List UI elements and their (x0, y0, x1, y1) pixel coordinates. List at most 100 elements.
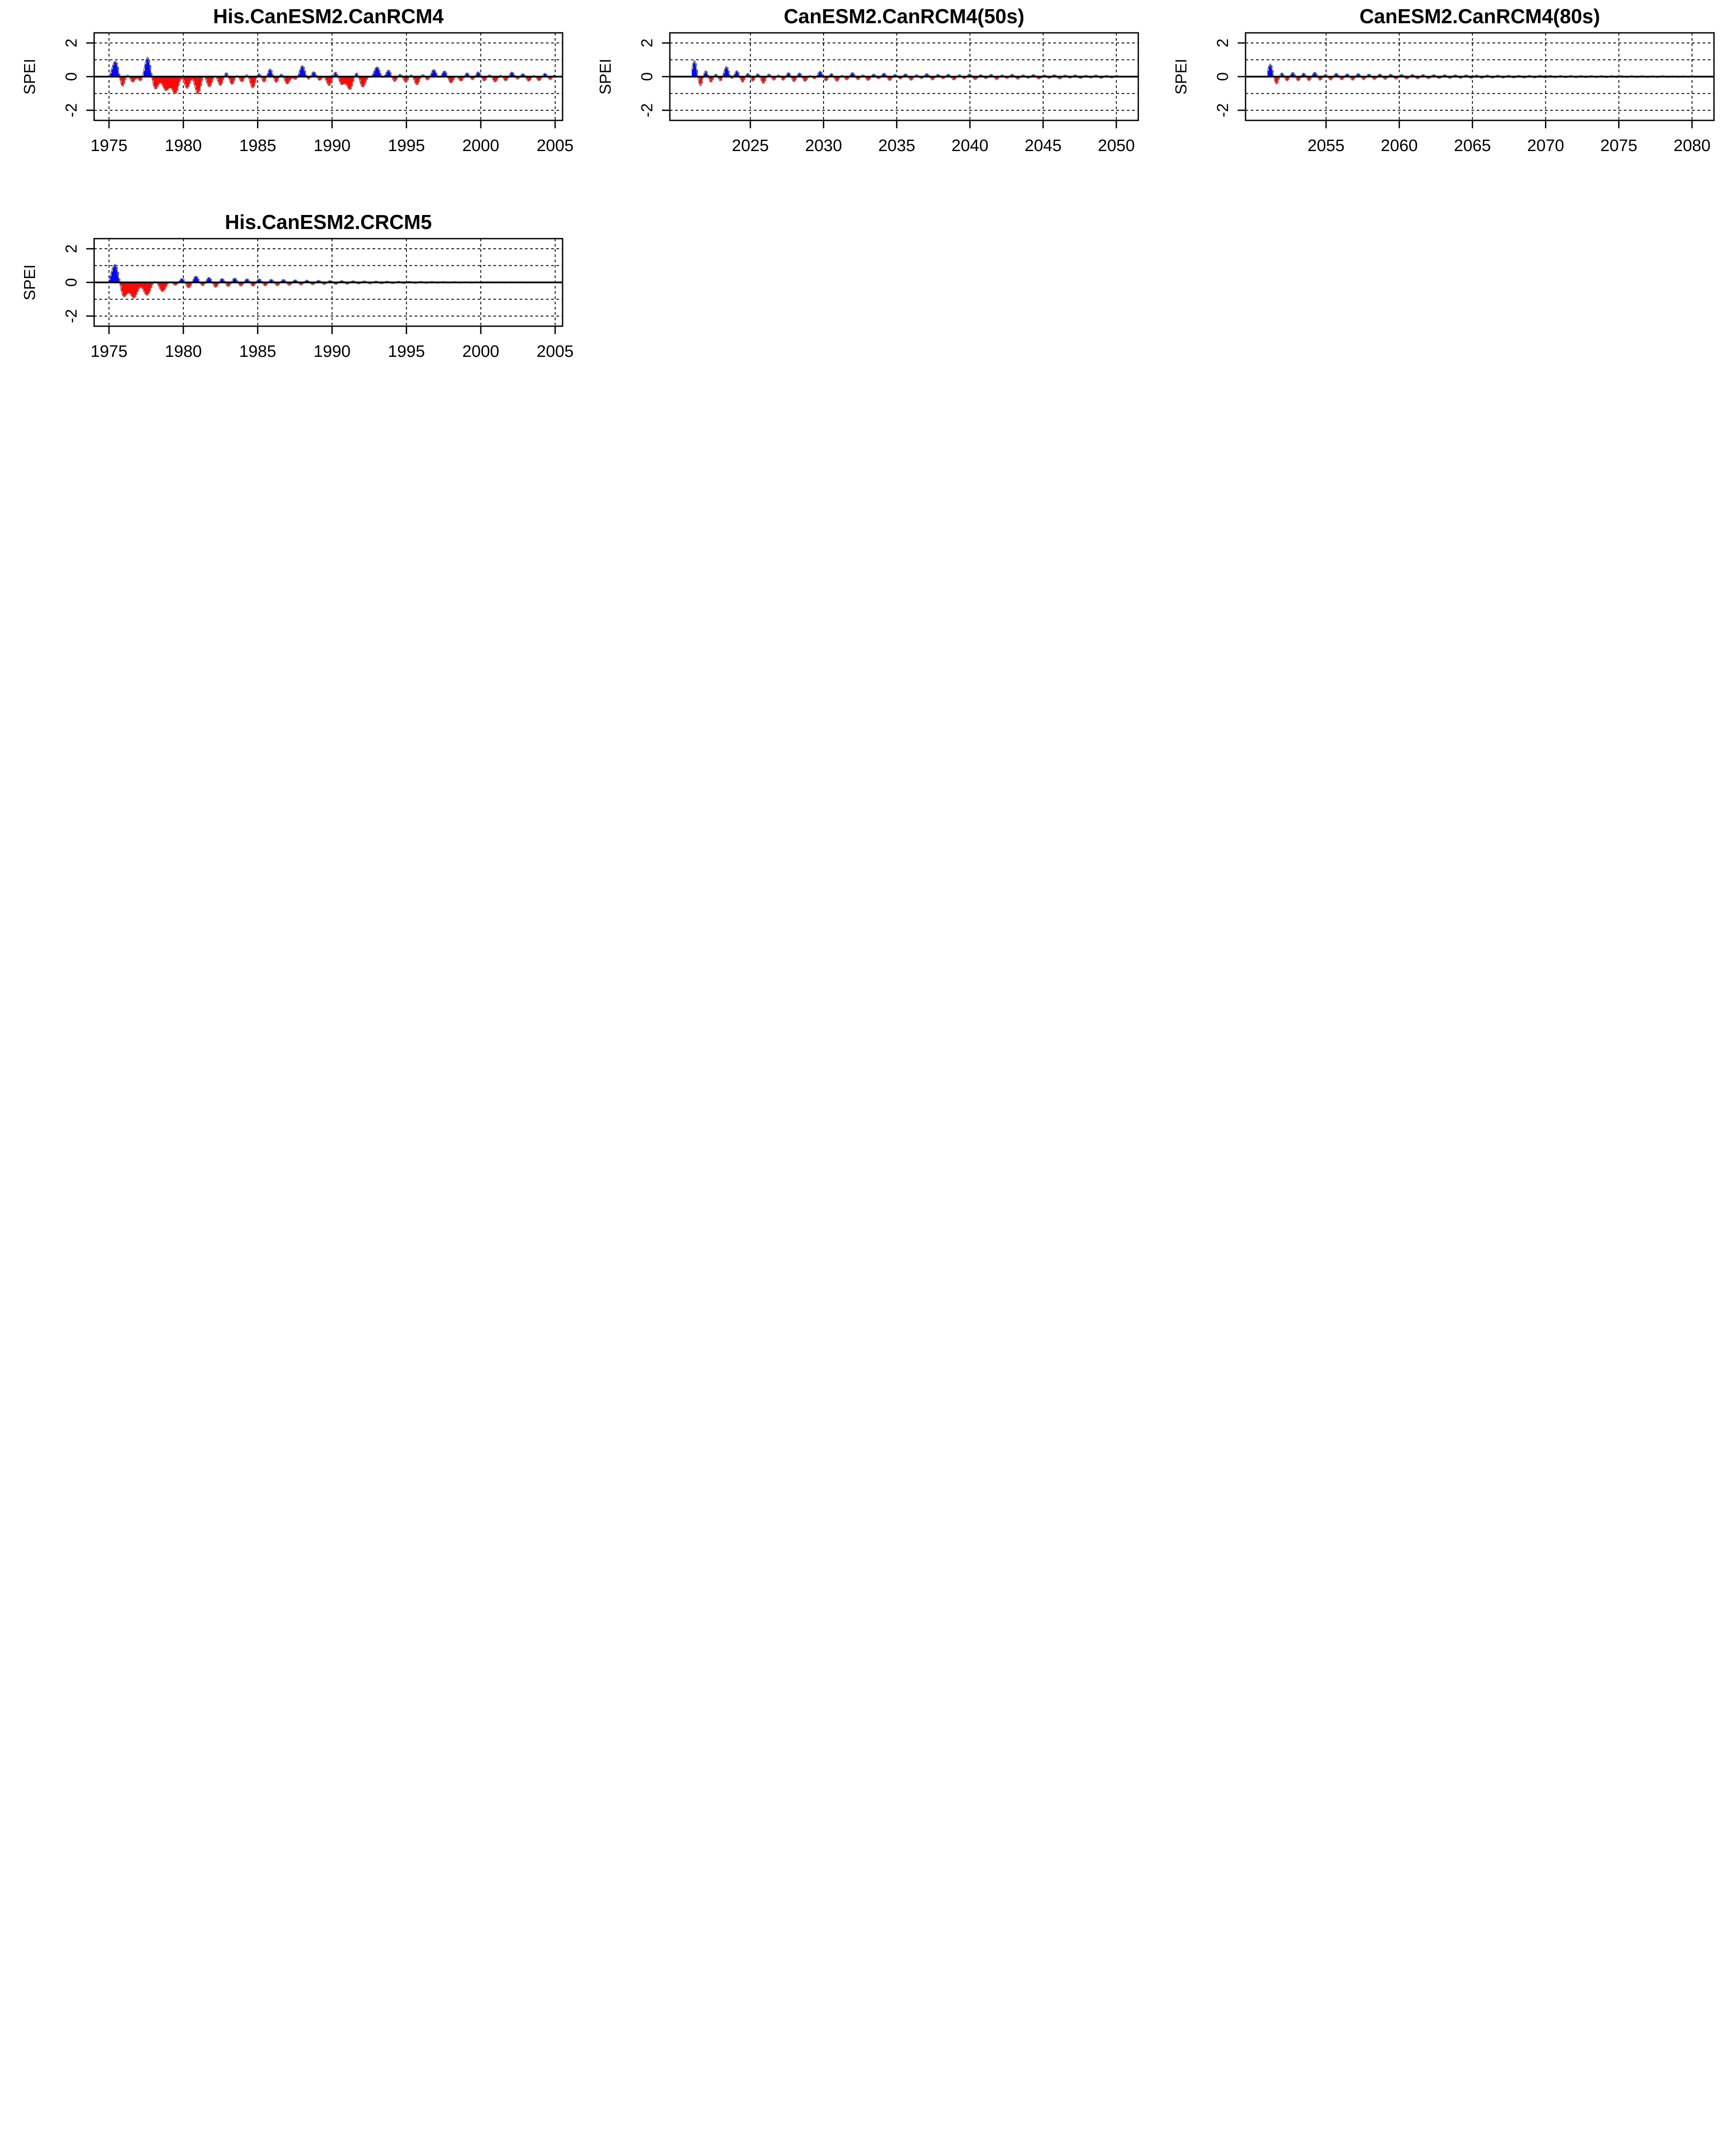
spei-bar (112, 69, 113, 77)
spei-bar (121, 282, 123, 292)
spei-bar (114, 265, 115, 282)
spei-bar (432, 70, 433, 77)
spei-bar (121, 77, 123, 85)
y-tick-label: 0 (62, 72, 80, 81)
spei-bar (155, 77, 156, 89)
spei-bar (345, 77, 346, 84)
spei-bar (286, 77, 288, 84)
spei-bar (169, 77, 170, 89)
spei-bar (161, 282, 162, 291)
spei-bar (160, 282, 161, 289)
y-tick-label: 0 (638, 72, 656, 81)
spei-bar (251, 77, 253, 87)
spei-bar (162, 282, 164, 292)
spei-bar (173, 77, 175, 93)
x-tick-label: 1980 (165, 137, 202, 155)
panel-title: His.CanESM2.CanRCM4 (213, 5, 444, 28)
x-tick-label: 1995 (388, 342, 425, 361)
spei-bar (362, 77, 363, 87)
spei-bar (207, 77, 208, 83)
spei-bar (375, 68, 377, 77)
spei-bar (131, 282, 133, 296)
spei-bar (347, 77, 348, 86)
y-tick-label: 0 (62, 278, 80, 287)
spei-bar (230, 77, 232, 83)
spei-bar (170, 77, 171, 88)
spei-bar (250, 77, 252, 83)
spei-bar (377, 67, 378, 77)
spei-bar (162, 77, 164, 85)
spei-bar (341, 77, 342, 84)
spei-bar (197, 77, 198, 93)
spei-bar (146, 59, 148, 77)
y-tick-label: 2 (638, 39, 656, 47)
spei-bar (127, 282, 128, 295)
y-tick-label: 0 (1214, 72, 1232, 81)
spei-bar (171, 77, 172, 88)
spei-bar (693, 63, 694, 77)
spei-bar (167, 77, 169, 90)
spei-bar (166, 77, 167, 91)
x-tick-label: 2030 (805, 137, 842, 155)
y-axis-label: SPEI (21, 59, 39, 95)
panel-title: His.CanESM2.CRCM5 (225, 211, 432, 233)
x-tick-label: 2005 (537, 342, 574, 361)
spei-bar (133, 282, 134, 298)
spei-bar (194, 77, 196, 85)
spei-bar (1267, 71, 1269, 77)
spei-bar (301, 67, 303, 77)
spei-bar (269, 70, 270, 77)
x-tick-label: 2040 (951, 137, 989, 155)
x-tick-label: 2060 (1381, 137, 1418, 155)
spei-bar (134, 282, 135, 298)
x-tick-label: 1985 (239, 137, 276, 155)
y-tick-label: -2 (62, 103, 80, 117)
spei-bar (208, 77, 209, 86)
spei-bar (113, 268, 114, 282)
x-tick-label: 1975 (91, 137, 128, 155)
x-tick-label: 2055 (1308, 137, 1345, 155)
y-tick-label: 2 (62, 39, 80, 47)
spei-bar (123, 282, 124, 296)
spei-bar (160, 77, 161, 83)
spei-bar (348, 77, 349, 88)
spei-bar (161, 77, 162, 83)
spei-bar (328, 77, 330, 85)
spei-bar (142, 282, 144, 289)
spei-bar (349, 77, 351, 90)
spei-bar (388, 70, 389, 77)
spei-bar (172, 77, 173, 90)
spei-bar (185, 77, 186, 85)
spei-bar (342, 77, 343, 85)
x-tick-label: 2080 (1674, 137, 1711, 155)
spei-bar (127, 282, 129, 293)
x-tick-label: 1995 (388, 137, 425, 155)
spei-bar (1269, 66, 1270, 77)
spei-bar (175, 77, 176, 94)
spei-bar (196, 77, 197, 90)
x-tick-label: 1985 (239, 342, 276, 361)
spei-line (109, 264, 545, 298)
spei-bar (163, 77, 165, 88)
y-tick-label: 2 (62, 244, 80, 253)
spei-bar (360, 77, 362, 84)
x-tick-label: 2075 (1600, 137, 1637, 155)
x-tick-label: 1980 (165, 342, 202, 361)
spei-bar (725, 69, 726, 77)
y-axis-label: SPEI (1172, 59, 1190, 95)
x-tick-label: 2035 (878, 137, 915, 155)
x-tick-label: 2065 (1454, 137, 1491, 155)
spei-bar (112, 271, 113, 282)
spei-bar (144, 282, 145, 291)
spei-bar (763, 77, 764, 83)
x-tick-label: 2050 (1098, 137, 1135, 155)
spei-bar (114, 62, 115, 77)
panel-title: CanESM2.CanRCM4(50s) (784, 5, 1024, 28)
spei-bar (154, 77, 155, 86)
spei-bar (345, 77, 347, 84)
spei-bar (327, 77, 328, 83)
